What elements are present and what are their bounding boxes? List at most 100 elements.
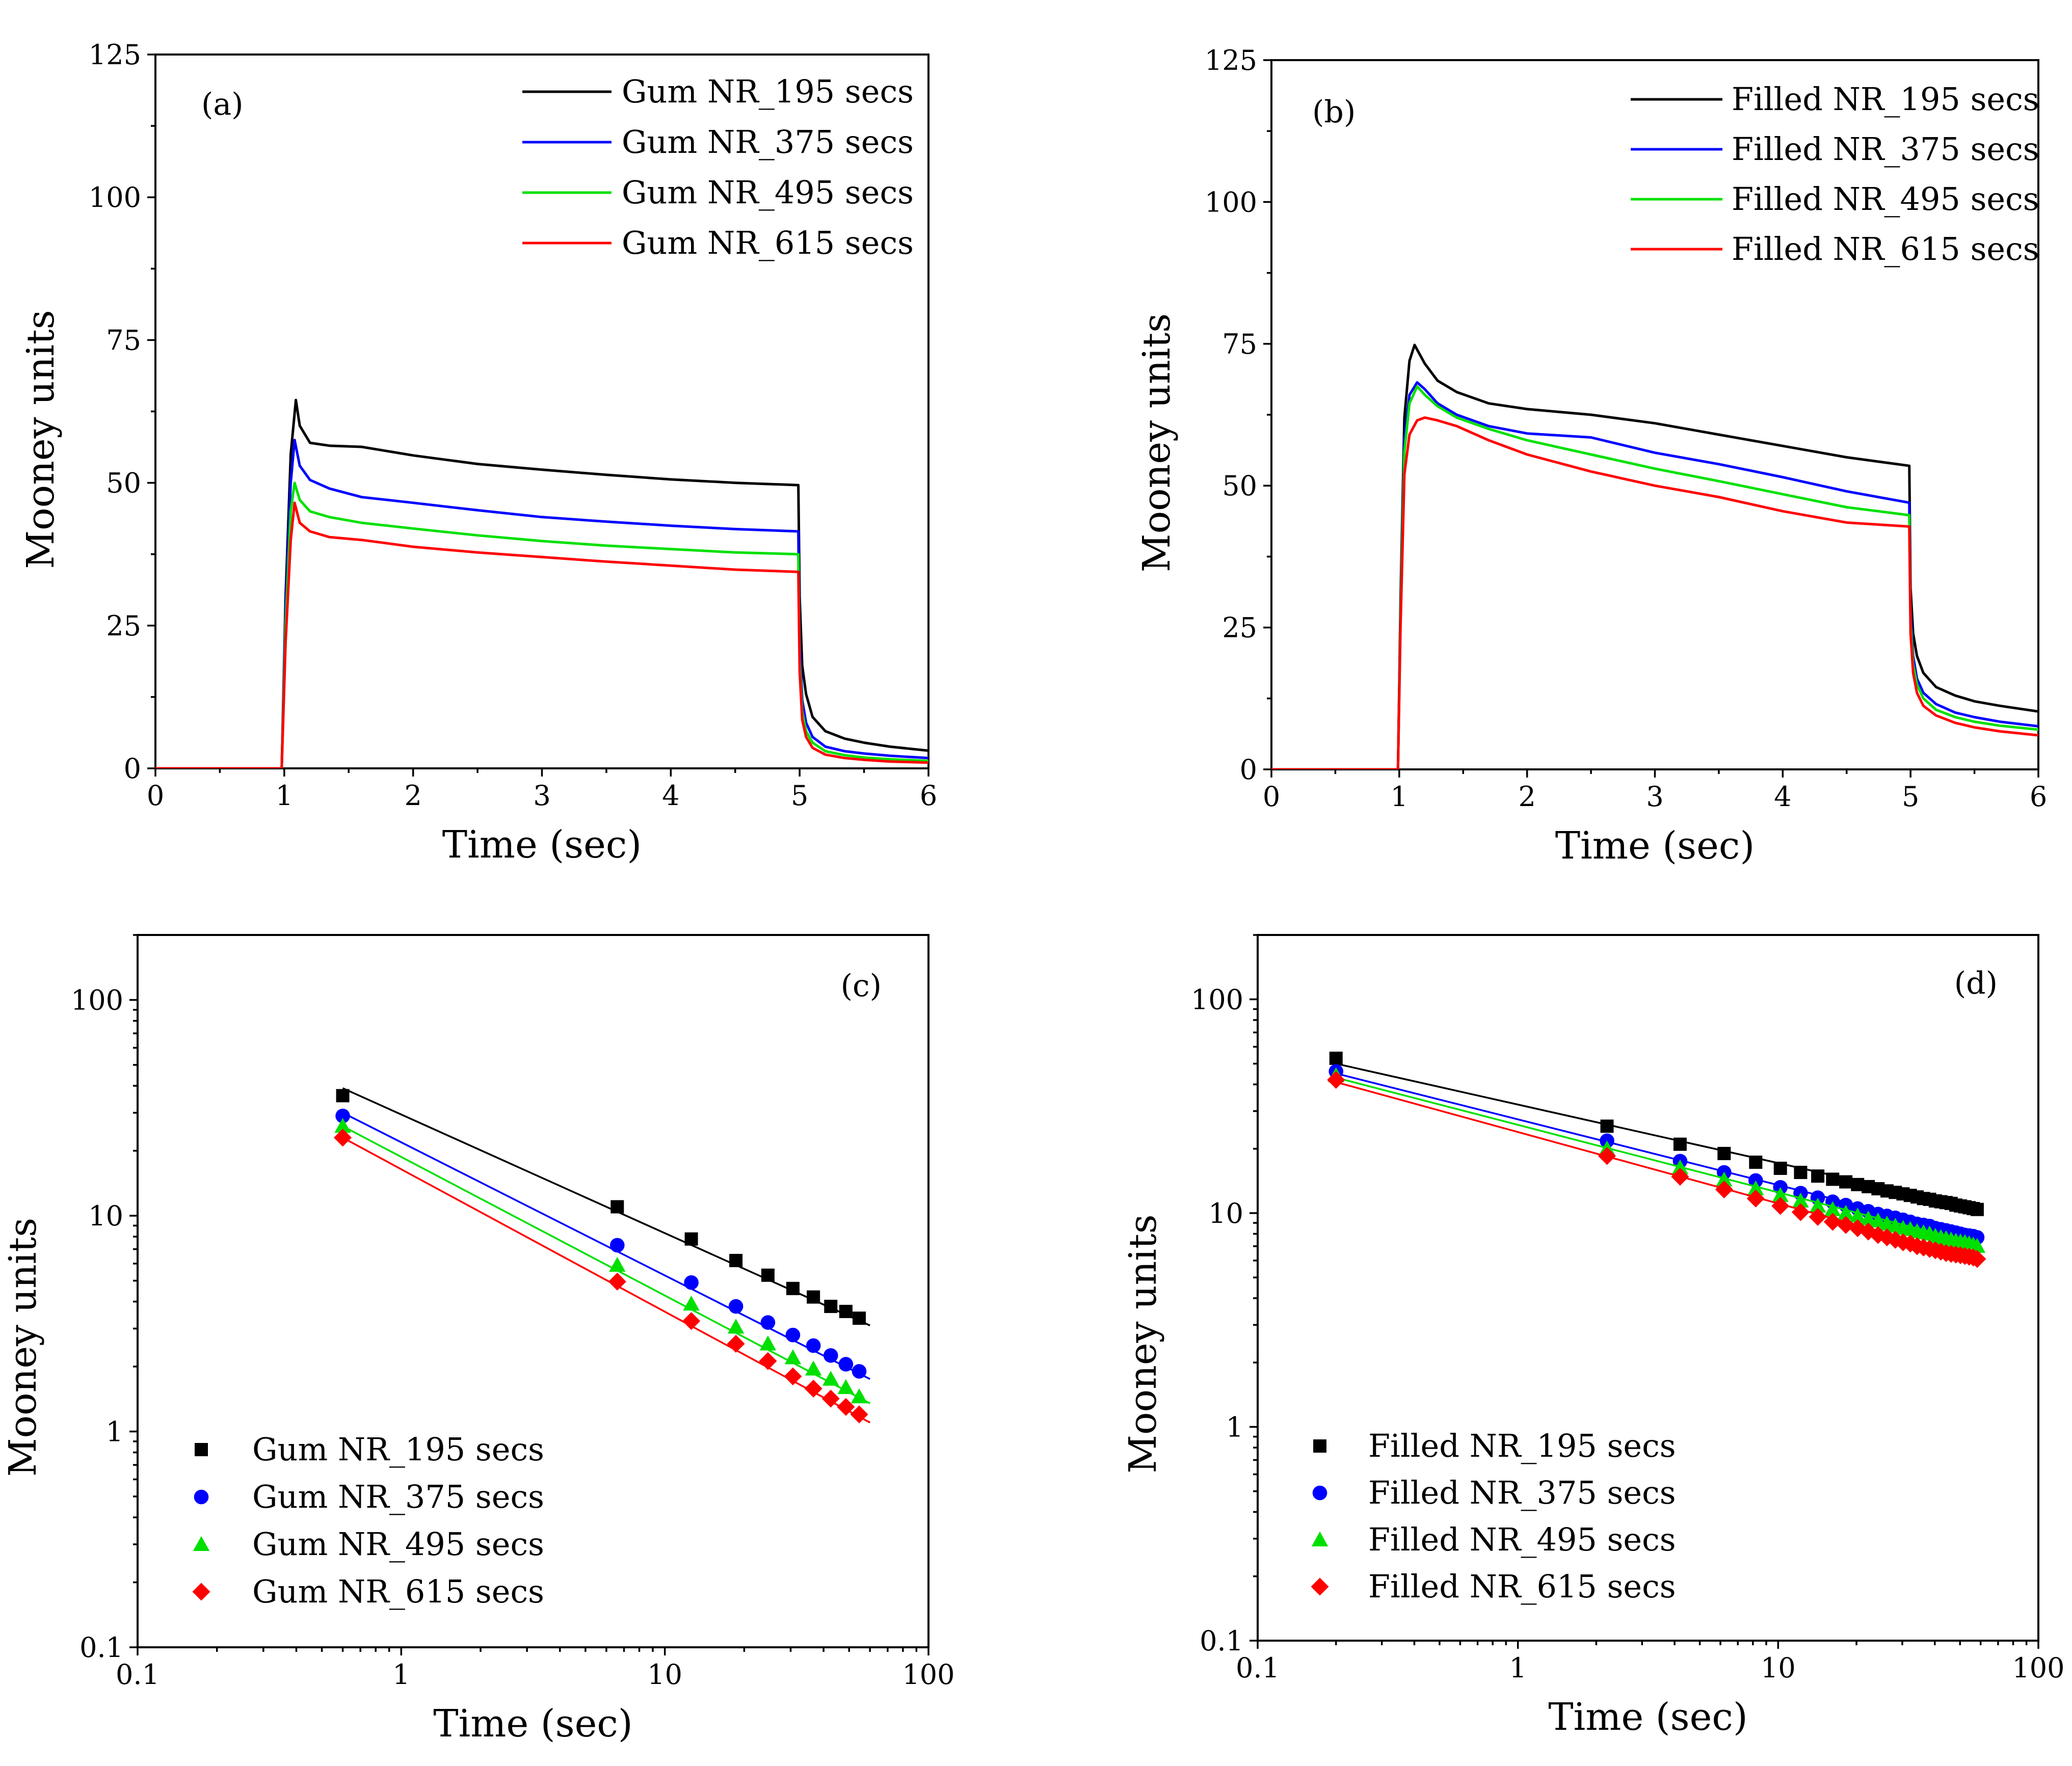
data-point [1837,1205,1854,1220]
x-tick-label: 4 [662,780,679,812]
data-point [1870,1212,1887,1228]
panel-label: (d) [1954,966,1998,1001]
data-point [784,1367,802,1385]
fit-line-3 [1336,1077,1981,1246]
y-tick-label: 125 [89,39,141,71]
data-point [760,1315,776,1330]
data-point [1809,1208,1827,1226]
legend-label: Filled NR_195 secs [1732,81,2039,118]
data-point [334,1117,351,1133]
legend-label: Gum NR_195 secs [622,73,914,110]
legend-label: Filled NR_375 secs [1732,130,2039,168]
plot-area [334,1087,871,1424]
x-tick-label: 2 [1518,781,1535,813]
x-tick-label: 0 [1263,781,1280,813]
x-tick-label: 2 [404,780,421,812]
data-point [1717,1146,1731,1160]
y-tick-label: 10 [88,1200,123,1232]
x-tick-label: 0.1 [1236,1652,1280,1684]
y-tick-label: 10 [1208,1197,1243,1229]
x-tick-label: 4 [1774,781,1791,813]
plot-frame [154,53,929,769]
series-line-1 [1271,343,2038,769]
y-tick-label: 25 [1222,612,1257,644]
data-point [1794,1166,1808,1180]
y-axis-label: Mooney units [1135,313,1179,572]
data-point [823,1348,838,1363]
data-point [851,1388,868,1404]
x-tick-label: 0 [147,780,164,812]
data-point [610,1238,625,1253]
y-tick-label: 1 [106,1415,123,1448]
legend-label: Gum NR_495 secs [622,174,914,211]
data-point [806,1338,821,1353]
y-tick-label: 0 [124,753,141,785]
chart-panel-a: 0 1 2 3 4 5 6 0 25 50 75 100 125 Time (sec) Mooney uni… [19,39,937,867]
plot-frame [1257,934,2039,1642]
series-line-3 [155,481,928,768]
legend: Gum NR_195 secs Gum NR_375 secs Gum NR_495… [522,73,914,261]
y-tick-label: 75 [1222,328,1257,360]
data-point [1747,1180,1764,1196]
x-tick-label: 1 [1509,1652,1526,1684]
series-line-1 [155,398,928,768]
data-point [837,1398,855,1416]
chart-panel-b: 0 1 2 3 4 5 6 0 25 50 75 100 125 Time (sec) Mooney uni… [1135,44,2047,868]
legend-label: Gum NR_195 secs [252,1431,544,1468]
fit-line-1 [342,1087,870,1326]
y-axis-label: Mooney units [1,1218,45,1477]
data-point [610,1200,624,1214]
data-point [1716,1171,1733,1187]
x-tick-label: 1 [1391,781,1408,813]
data-point [852,1364,867,1379]
data-point [1811,1169,1825,1183]
legend-label: Filled NR_615 secs [1368,1568,1676,1605]
data-point [786,1281,800,1295]
series-line-2 [1271,381,2038,769]
x-tick-label: 3 [533,780,550,812]
data-point [759,1335,777,1351]
panel-label: (b) [1312,94,1356,130]
data-point [1600,1119,1614,1133]
legend-label: Filled NR_195 secs [1368,1427,1676,1464]
chart-panel-c: 0.1 1 10 100 0.1 1 10 100 Time (sec) Mooney units… [1,934,955,1746]
legend-label: Gum NR_615 secs [252,1573,544,1610]
fit-line-4 [342,1137,871,1424]
legend-label: Gum NR_375 secs [622,123,914,160]
data-point [1598,1147,1616,1165]
x-tick-label: 100 [2012,1652,2064,1684]
data-point [837,1379,855,1395]
legend-label: Gum NR_375 secs [252,1478,544,1515]
x-tick-label: 1 [392,1658,410,1691]
series-line-3 [1271,385,2038,769]
data-point [1792,1192,1809,1208]
data-point [853,1312,866,1325]
legend-marker [1311,1577,1329,1596]
x-tick-label: 10 [1761,1652,1796,1684]
plot-area [155,398,928,768]
x-axis-label: Time (sec) [442,823,642,867]
y-tick-label: 100 [89,181,141,213]
x-tick-label: 6 [2030,781,2047,813]
x-tick-label: 3 [1646,781,1663,813]
y-tick-label: 1 [1226,1411,1243,1443]
data-point [1746,1189,1765,1208]
x-tick-label: 5 [1902,781,1919,813]
y-tick-label: 100 [1205,186,1257,218]
data-point [807,1290,820,1304]
data-point [822,1371,839,1386]
plot-frame [137,934,929,1648]
y-tick-label: 75 [106,324,141,356]
data-point [1839,1175,1853,1189]
data-point [684,1275,699,1290]
x-tick-label: 5 [791,780,808,812]
y-tick-label: 50 [106,467,141,499]
data-point [1869,1226,1887,1244]
legend-label: Gum NR_615 secs [622,224,914,261]
y-tick-label: 125 [1205,44,1257,76]
series-line-4 [1271,416,2038,769]
data-point [824,1299,838,1313]
data-point [334,1129,352,1147]
legend-marker [193,1536,210,1551]
y-tick-label: 25 [106,610,141,642]
